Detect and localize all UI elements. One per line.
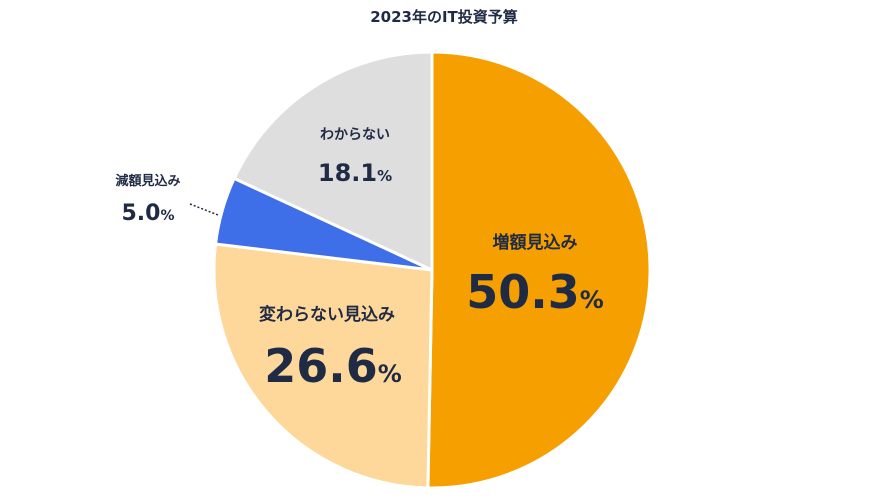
slice-value-3: 5.0%	[121, 201, 174, 226]
slice-value-1: 50.3%	[466, 265, 604, 319]
slice-value-2: 26.6%	[264, 339, 402, 393]
slice-label-2: 変わらない見込み	[259, 304, 395, 325]
slice-label-3: 減額見込み	[115, 173, 180, 189]
slice-value-4: 18.1%	[318, 159, 392, 187]
slice-label-1: 増額見込み	[493, 232, 578, 253]
pie-slice-2	[212, 242, 434, 490]
pie-slice-4	[232, 50, 434, 273]
slice-label-4: わからない	[320, 127, 390, 143]
pie-slice-1	[426, 50, 652, 490]
chart-title: 2023年のIT投資予算	[370, 8, 518, 26]
leader-line	[189, 203, 219, 216]
